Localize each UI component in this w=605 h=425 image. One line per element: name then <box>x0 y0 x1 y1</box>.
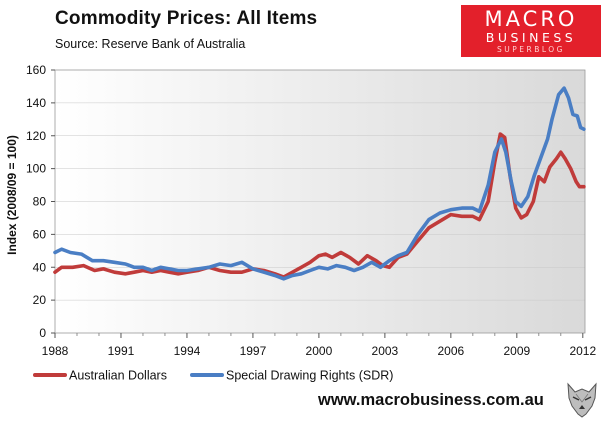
x-tick-label: 2000 <box>306 344 333 358</box>
y-tick-label: 0 <box>39 326 46 340</box>
x-tick-label: 1988 <box>42 344 69 358</box>
y-tick-label: 140 <box>26 96 46 110</box>
logo-line-3: SUPERBLOG <box>497 45 565 54</box>
series-line-aud <box>53 132 586 279</box>
x-tick-label: 2012 <box>569 344 596 358</box>
website-url[interactable]: www.macrobusiness.com.au <box>318 391 544 409</box>
legend: Australian Dollars Special Drawing Rights… <box>33 369 393 383</box>
x-tick-label: 2003 <box>372 344 399 358</box>
y-tick-label: 100 <box>26 162 46 176</box>
wolf-icon <box>562 378 602 420</box>
legend-label: Australian Dollars <box>69 369 167 383</box>
y-tick-label: 60 <box>33 227 47 241</box>
y-tick-label: 80 <box>33 195 47 209</box>
series-line-sdr <box>53 86 586 281</box>
y-axis-label: Index (2008/09 = 100) <box>5 135 19 255</box>
x-tick-label: 2009 <box>503 344 530 358</box>
logo-line-2: BUSINESS <box>485 30 577 45</box>
x-tick-label: 1991 <box>108 344 135 358</box>
y-tick-label: 40 <box>33 260 47 274</box>
page-title: Commodity Prices: All Items <box>55 8 318 29</box>
legend-label: Special Drawing Rights (SDR) <box>226 369 393 383</box>
y-tick-label: 160 <box>26 63 46 77</box>
x-tick-label: 1994 <box>174 344 201 358</box>
macrobusiness-logo[interactable]: MACRO BUSINESS SUPERBLOG <box>461 5 601 57</box>
x-tick-label: 2006 <box>437 344 464 358</box>
source-note: Source: Reserve Bank of Australia <box>55 37 246 51</box>
y-tick-label: 20 <box>33 293 47 307</box>
x-tick-label: 1997 <box>240 344 267 358</box>
logo-line-1: MACRO <box>484 7 578 31</box>
y-tick-label: 120 <box>26 129 46 143</box>
